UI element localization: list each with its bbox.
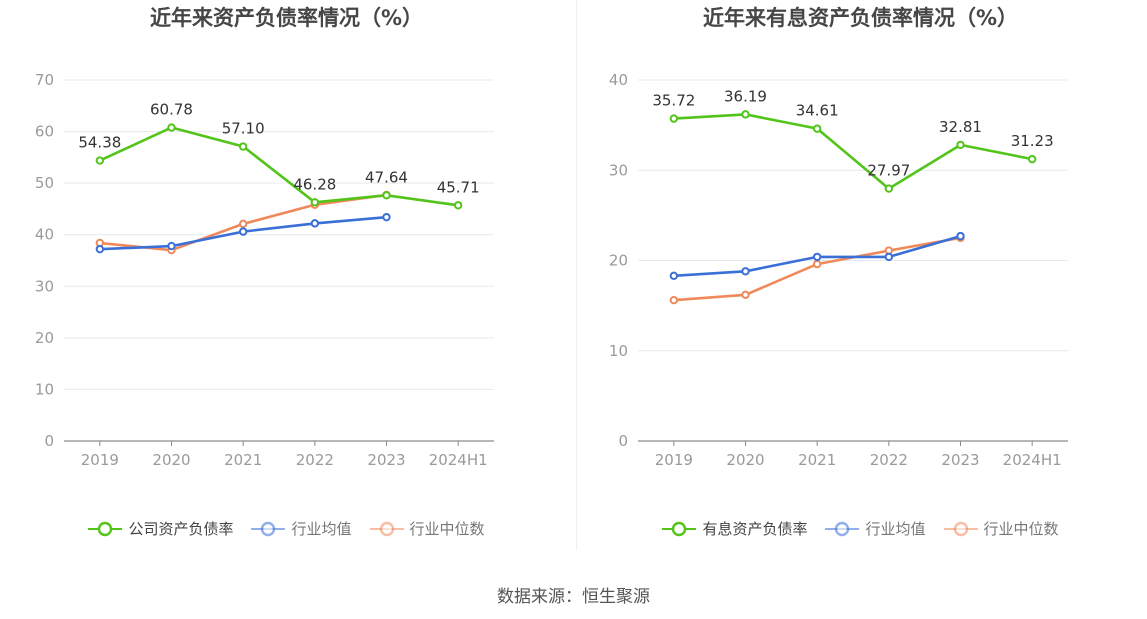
legend-item-industry-median[interactable]: 行业中位数	[943, 518, 1059, 539]
data-label: 60.78	[150, 101, 193, 119]
left-chart-legend: 公司资产负债率 行业均值 行业中位数	[0, 518, 573, 539]
data-label: 36.19	[724, 87, 767, 105]
right-chart-legend: 有息资产负债率 行业均值 行业中位数	[574, 518, 1147, 539]
data-point	[812, 124, 822, 133]
data-label: 54.38	[78, 134, 121, 152]
y-tick-label: 30	[609, 161, 628, 179]
data-point	[812, 259, 822, 269]
legend-item-industry-median[interactable]: 行业中位数	[369, 518, 485, 539]
data-label: 45.71	[437, 178, 480, 196]
y-tick-label: 10	[609, 342, 628, 360]
x-tick-label: 2024H1	[1003, 451, 1062, 469]
data-point	[884, 184, 894, 193]
x-tick-label: 2022	[870, 451, 908, 469]
series-line-0	[99, 126, 459, 207]
y-tick-label: 0	[618, 432, 628, 450]
data-label: 57.10	[222, 120, 265, 138]
data-point	[310, 198, 320, 207]
y-tick-label: 0	[44, 432, 54, 450]
x-tick-label: 2019	[81, 451, 119, 469]
data-point	[956, 140, 965, 150]
y-tick-label: 40	[35, 226, 54, 244]
data-point	[884, 252, 894, 262]
legend-item-industry-mean[interactable]: 行业均值	[251, 518, 352, 539]
data-point	[382, 191, 391, 200]
x-tick-label: 2021	[798, 451, 836, 469]
y-tick-label: 20	[609, 252, 628, 270]
data-point	[95, 156, 105, 165]
legend-line-icon	[369, 521, 404, 536]
left-chart-panel: 近年来资产负债率情况（%） 0 10 20 30 40 50 60 70 2019 2020 202…	[0, 0, 573, 560]
legend-item-company[interactable]: 有息资产负债率	[662, 518, 807, 539]
y-tick-label: 10	[35, 380, 54, 398]
y-tick-label: 70	[35, 71, 54, 89]
chart-title: 近年来有息资产负债率情况（%）	[702, 6, 1019, 30]
data-label: 35.72	[652, 92, 695, 110]
data-point	[382, 212, 391, 222]
chart-title: 近年来资产负债率情况（%）	[149, 6, 424, 30]
data-point	[669, 271, 679, 281]
legend-line-icon	[825, 521, 860, 536]
data-label: 27.97	[867, 162, 910, 180]
legend-label: 公司资产负债率	[128, 520, 234, 538]
data-point	[310, 219, 320, 228]
data-label: 34.61	[796, 102, 839, 120]
y-tick-label: 20	[35, 329, 54, 347]
legend-line-icon	[251, 521, 286, 536]
legend-label: 有息资产负债率	[702, 520, 808, 538]
data-point	[238, 219, 248, 229]
x-tick-label: 2020	[152, 451, 190, 469]
y-tick-label: 50	[35, 174, 54, 192]
legend-item-industry-mean[interactable]: 行业均值	[825, 518, 926, 539]
data-point	[741, 290, 750, 299]
y-tick-label: 30	[35, 277, 54, 295]
legend-label: 行业中位数	[983, 520, 1059, 538]
data-point	[167, 241, 176, 251]
data-point	[669, 114, 679, 123]
data-point	[812, 252, 822, 262]
right-chart-plot: 0 10 20 30 40 2019 2020 2021 2022 2023 2024H1 35.72…	[609, 71, 1068, 469]
data-point	[956, 231, 965, 241]
data-label: 31.23	[1011, 132, 1054, 150]
x-tick-label: 2022	[296, 451, 334, 469]
data-point	[453, 201, 463, 210]
legend-line-icon	[662, 521, 697, 536]
data-point	[238, 227, 248, 236]
legend-label: 行业均值	[291, 520, 352, 538]
data-label: 32.81	[939, 118, 982, 136]
data-point	[167, 123, 176, 132]
legend-line-icon	[88, 521, 123, 536]
y-tick-label: 40	[609, 71, 628, 89]
x-tick-label: 2020	[726, 451, 764, 469]
legend-label: 行业中位数	[409, 520, 485, 538]
data-point	[669, 296, 679, 305]
x-tick-label: 2023	[941, 451, 979, 469]
data-label: 46.28	[293, 175, 336, 193]
x-tick-label: 2021	[224, 451, 262, 469]
legend-label: 行业均值	[865, 520, 926, 538]
data-point	[741, 267, 750, 276]
series-line-0	[673, 113, 1033, 190]
left-chart-plot: 0 10 20 30 40 50 60 70 2019 2020 2021 2022 2023 2024H…	[35, 71, 494, 469]
x-tick-label: 2023	[367, 451, 405, 469]
right-chart-panel: 近年来有息资产负债率情况（%） 0 10 20 30 40 2019 2020 2021 202…	[574, 0, 1147, 560]
y-tick-label: 60	[35, 123, 54, 141]
data-point	[1027, 154, 1037, 164]
legend-line-icon	[943, 521, 978, 536]
data-source-note: 数据来源：恒生聚源	[497, 587, 650, 607]
data-label: 47.64	[365, 168, 408, 186]
data-point	[238, 142, 248, 151]
data-point	[741, 110, 750, 119]
legend-item-company[interactable]: 公司资产负债率	[88, 518, 233, 539]
data-point	[95, 244, 105, 254]
panel-divider	[576, 0, 577, 550]
x-tick-label: 2024H1	[429, 451, 488, 469]
x-tick-label: 2019	[655, 451, 693, 469]
